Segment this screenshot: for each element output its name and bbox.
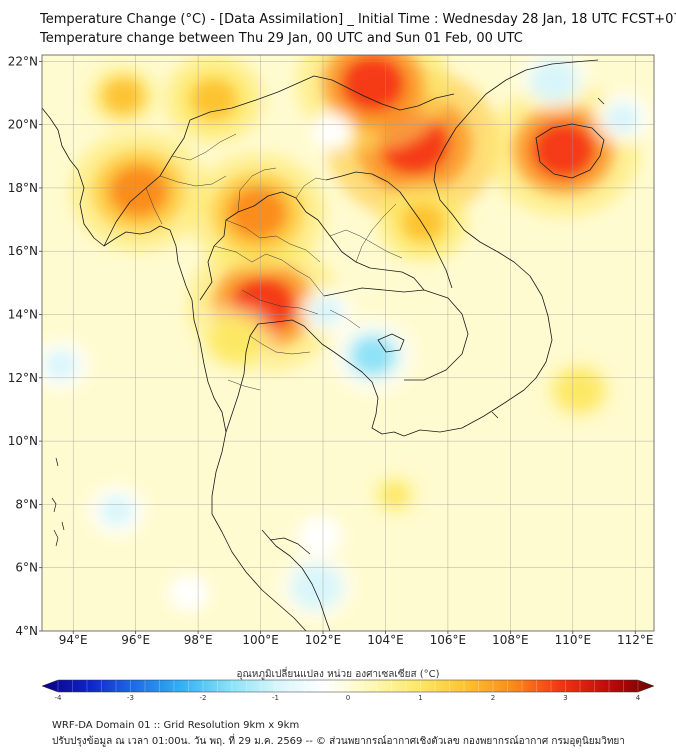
colorbar-ticks: -4 -3 -2 -1 0 1 2 3 4 [55, 680, 641, 702]
lon-tick-label: 106°E [430, 633, 467, 647]
lon-tick-label: 108°E [492, 633, 529, 647]
lat-tick-label: 10°N [8, 434, 38, 448]
border-cambodia [323, 287, 469, 381]
temperature-anomaly-blob [215, 321, 256, 358]
lon-tick-label: 104°E [367, 633, 404, 647]
temperature-anomaly-blob [227, 187, 288, 240]
colorbar-title: อุณหภูมิเปลี่ยนแปลง หน่วย องศาเซลเซียส (… [236, 669, 440, 680]
temperature-anomaly-blob [100, 495, 134, 526]
border-myanmar-thailand [199, 191, 307, 301]
temperature-anomaly-blob [102, 77, 145, 115]
footer-credit: ปรับปรุงข้อมูล ณ เวลา 01:00น. วัน พฤ. ที… [52, 736, 625, 747]
lon-tick-label: 94°E [59, 633, 88, 647]
colorbar: -4 -3 -2 -1 0 1 2 3 4 [41, 679, 655, 702]
hainan-island [535, 123, 605, 179]
lat-tick-label: 6°N [15, 561, 38, 575]
temperature-anomaly-blob [43, 350, 78, 381]
temperature-anomaly-blob [297, 569, 337, 604]
lon-tick-label: 102°E [305, 633, 342, 647]
temperature-anomaly-blob [340, 55, 406, 112]
temperature-anomaly-blob [531, 121, 596, 179]
temperature-anomaly-blob [605, 103, 640, 134]
axis-tick-labels: 94°E 96°E 98°E 100°E 102°E 104°E 106°E 108°E 110… [8, 54, 654, 647]
lat-tick-label: 8°N [15, 497, 38, 511]
province-borders [145, 133, 403, 391]
temperature-anomaly-blob [378, 480, 411, 510]
lon-tick-label: 98°E [184, 633, 213, 647]
colorbar-tick-label: -3 [127, 694, 134, 702]
colorbar-tick-label: 0 [346, 694, 350, 702]
border-laos-vietnam [325, 171, 453, 289]
coastline-west [42, 107, 307, 631]
colorbar-tick-label: 2 [491, 694, 495, 702]
lat-tick-label: 22°N [8, 54, 38, 68]
lat-tick-label: 16°N [8, 244, 38, 258]
border-thailand-laos [305, 211, 425, 291]
colorbar-tick-label: -2 [200, 694, 207, 702]
plot-frame [41, 54, 655, 632]
border-china-south [189, 75, 455, 121]
colorbar-tick-label: 3 [563, 694, 567, 702]
temperature-field [42, 55, 654, 621]
temperature-anomaly-blob [190, 78, 238, 121]
lat-tick-label: 18°N [8, 181, 38, 195]
coastlines-and-borders [42, 59, 605, 631]
map-title: Temperature Change (°C) - [Data Assimila… [40, 12, 676, 27]
temperature-anomaly-blob [559, 373, 599, 408]
lon-tick-label: 110°E [555, 633, 592, 647]
lat-tick-label: 20°N [8, 118, 38, 132]
coastline-vietnam [403, 59, 599, 437]
temperature-anomaly-blob [174, 580, 204, 606]
lat-tick-label: 12°N [8, 371, 38, 385]
border-thailand-malaysia [269, 537, 311, 555]
map-plot-area [42, 55, 654, 631]
graticule [42, 55, 654, 631]
temperature-anomaly-blob [310, 297, 343, 326]
islands [51, 97, 605, 547]
lat-tick-label: 4°N [15, 624, 38, 638]
map-subtitle: Temperature change between Thu 29 Jan, 0… [40, 31, 523, 46]
coastline-malay-east [261, 529, 331, 631]
footer-model-info: WRF-DA Domain 01 :: Grid Resolution 9km … [52, 720, 300, 731]
temperature-anomaly-blob [304, 522, 336, 550]
lon-tick-label: 112°E [617, 633, 654, 647]
temperature-anomaly-blob [535, 63, 573, 97]
colorbar-tick-label: 1 [418, 694, 422, 702]
temperature-anomaly-blob [400, 203, 445, 243]
lat-tick-label: 14°N [8, 308, 38, 322]
temperature-anomaly-blob [351, 336, 395, 375]
colorbar-tick-label: 4 [636, 694, 641, 702]
border-myanmar-north [103, 119, 191, 247]
coastline-gulf [225, 319, 405, 437]
temperature-anomaly-blob [318, 118, 347, 144]
tonle-sap-lake [377, 333, 405, 353]
colorbar-tick-label: -1 [272, 694, 279, 702]
temperature-anomaly-blob [109, 164, 169, 218]
lon-tick-label: 100°E [242, 633, 279, 647]
colorbar-tick-label: -4 [55, 694, 63, 702]
lon-tick-label: 96°E [121, 633, 150, 647]
